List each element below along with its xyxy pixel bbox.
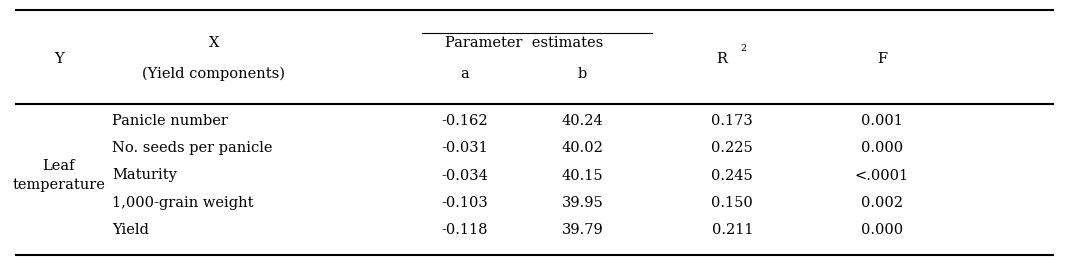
Text: 0.150: 0.150 xyxy=(711,196,754,210)
Text: 0.211: 0.211 xyxy=(712,223,753,237)
Text: a: a xyxy=(461,67,469,81)
Text: 40.24: 40.24 xyxy=(561,114,604,128)
Text: 0.173: 0.173 xyxy=(711,114,754,128)
Text: Y: Y xyxy=(53,51,64,66)
Text: 39.79: 39.79 xyxy=(561,223,604,237)
Text: X: X xyxy=(208,36,219,50)
Text: 40.02: 40.02 xyxy=(561,141,604,155)
Text: -0.103: -0.103 xyxy=(441,196,489,210)
Text: -0.031: -0.031 xyxy=(441,141,489,155)
Text: 2: 2 xyxy=(740,44,746,53)
Text: 39.95: 39.95 xyxy=(561,196,604,210)
Text: b: b xyxy=(578,67,587,81)
Text: -0.034: -0.034 xyxy=(441,168,489,183)
Text: Leaf
temperature: Leaf temperature xyxy=(13,159,105,192)
Text: 0.225: 0.225 xyxy=(711,141,754,155)
Text: No. seeds per panicle: No. seeds per panicle xyxy=(112,141,273,155)
Text: 0.001: 0.001 xyxy=(861,114,903,128)
Text: Panicle number: Panicle number xyxy=(112,114,228,128)
Text: -0.118: -0.118 xyxy=(441,223,489,237)
Text: 1,000-grain weight: 1,000-grain weight xyxy=(112,196,253,210)
Text: Maturity: Maturity xyxy=(112,168,177,183)
Text: Yield: Yield xyxy=(112,223,149,237)
Text: (Yield components): (Yield components) xyxy=(142,67,285,81)
Text: 0.245: 0.245 xyxy=(711,168,754,183)
Text: R: R xyxy=(716,51,727,66)
Text: Parameter  estimates: Parameter estimates xyxy=(445,36,603,50)
Text: F: F xyxy=(877,51,887,66)
Text: 0.000: 0.000 xyxy=(861,141,903,155)
Text: 0.000: 0.000 xyxy=(861,223,903,237)
Text: <.0001: <.0001 xyxy=(855,168,909,183)
Text: 40.15: 40.15 xyxy=(562,168,603,183)
Text: -0.162: -0.162 xyxy=(441,114,489,128)
Text: 0.002: 0.002 xyxy=(861,196,903,210)
